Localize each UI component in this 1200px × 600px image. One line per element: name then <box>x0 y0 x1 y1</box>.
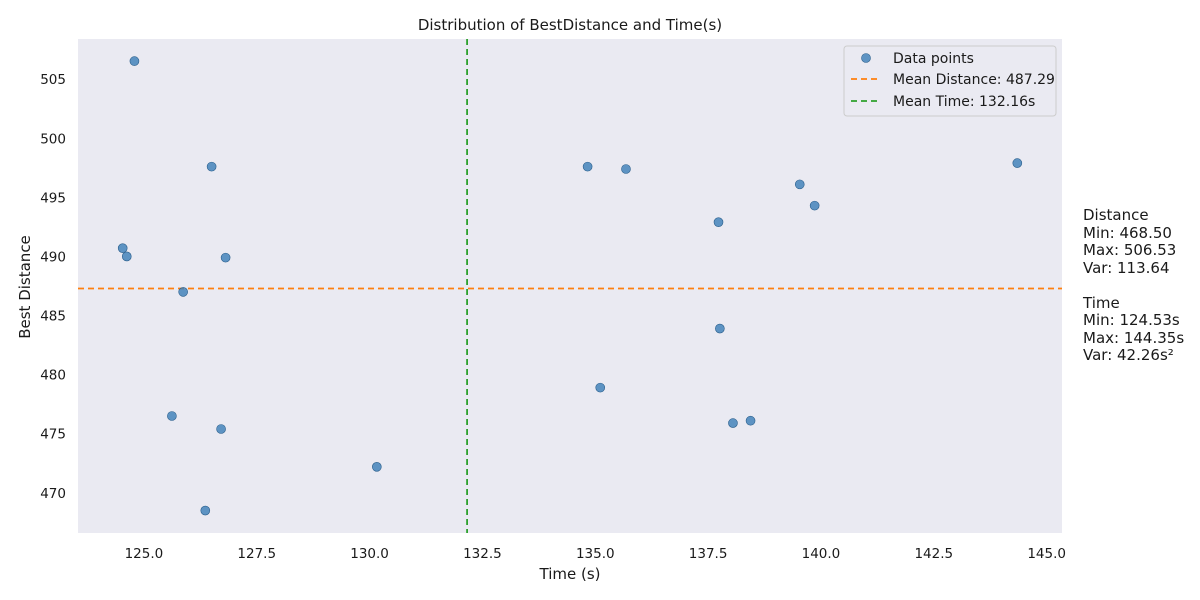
x-tick-label: 125.0 <box>125 546 164 562</box>
x-tick-label: 137.5 <box>689 546 728 562</box>
data-point <box>728 418 738 428</box>
x-tick-label: 127.5 <box>237 546 276 562</box>
x-tick-label: 130.0 <box>350 546 389 562</box>
plot-area <box>78 39 1062 533</box>
x-tick-label: 145.0 <box>1027 546 1066 562</box>
legend-label-data-points: Data points <box>893 51 974 67</box>
stats-summary: Distance Min: 468.50 Max: 506.53 Var: 11… <box>1083 206 1185 365</box>
data-point <box>220 252 231 263</box>
y-axis-label: Best Distance <box>16 235 34 339</box>
y-tick-label: 470 <box>40 486 66 502</box>
data-point <box>713 217 724 227</box>
data-point <box>715 323 725 334</box>
reference-lines <box>78 39 1062 533</box>
x-axis-ticks: 125.0 127.5 130.0 132.5 135.0 137.5 140.0 142.5… <box>125 546 1066 562</box>
y-tick-label: 495 <box>40 190 66 206</box>
stats-distance-var: Var: 113.64 <box>1083 258 1170 277</box>
y-tick-label: 490 <box>40 249 66 265</box>
y-tick-label: 500 <box>40 131 66 147</box>
stats-time-heading: Time <box>1083 293 1120 312</box>
data-point <box>200 505 211 516</box>
stats-time-var: Var: 42.26s² <box>1083 346 1174 364</box>
x-tick-label: 135.0 <box>576 546 615 562</box>
x-tick-label: 140.0 <box>802 546 841 562</box>
data-point <box>178 287 188 297</box>
stats-distance-heading: Distance <box>1083 206 1149 224</box>
data-point <box>621 164 631 174</box>
stats-time-max: Max: 144.35s <box>1083 328 1185 347</box>
y-axis-ticks: 470 475 480 485 490 495 500 505 <box>40 72 66 502</box>
y-tick-label: 505 <box>40 72 66 88</box>
data-point <box>582 161 593 172</box>
data-point <box>745 415 756 426</box>
chart-title: Distribution of BestDistance and Time(s) <box>418 16 722 34</box>
x-axis-label: Time (s) <box>539 565 601 583</box>
legend-marker-data-points <box>861 53 871 63</box>
data-points <box>117 56 1023 516</box>
legend-label-mean-distance: Mean Distance: 487.29 <box>893 72 1055 88</box>
data-point <box>129 56 140 66</box>
legend: Data points Mean Distance: 487.29 Mean T… <box>843 45 1057 117</box>
data-point <box>167 411 177 421</box>
data-point <box>206 161 217 172</box>
y-tick-label: 475 <box>40 427 66 443</box>
data-point <box>117 243 128 253</box>
data-point <box>809 200 820 211</box>
data-point <box>1012 158 1023 168</box>
y-tick-label: 485 <box>40 309 66 325</box>
data-point <box>794 179 805 190</box>
legend-label-mean-time: Mean Time: 132.16s <box>893 94 1035 110</box>
legend-box <box>843 45 1057 117</box>
data-point <box>216 424 226 434</box>
stats-distance-max: Max: 506.53 <box>1083 241 1177 259</box>
x-tick-label: 142.5 <box>914 546 953 562</box>
data-point <box>121 251 132 262</box>
stats-spacer <box>1083 277 1184 295</box>
data-point <box>595 382 606 393</box>
x-tick-label: 132.5 <box>463 546 502 562</box>
y-tick-label: 480 <box>40 368 66 384</box>
data-point <box>372 462 382 472</box>
stats-time-min: Min: 124.53s <box>1083 311 1180 329</box>
stats-distance-min: Min: 468.50 <box>1083 223 1172 242</box>
